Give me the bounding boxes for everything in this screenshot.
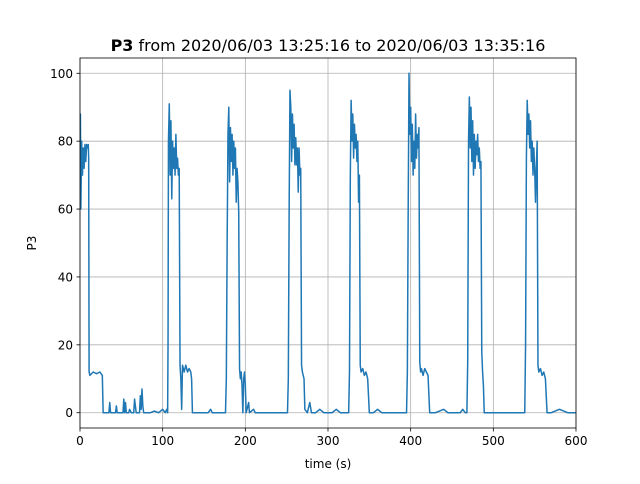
x-tick-label: 500 [482,434,505,448]
x-tick-label: 100 [151,434,174,448]
chart-title-rest: from 2020/06/03 13:25:16 to 2020/06/03 1… [133,36,545,55]
series-group [80,72,576,414]
chart-title: P3 from 2020/06/03 13:25:16 to 2020/06/0… [111,36,546,55]
y-tick-label: 40 [58,270,73,284]
x-axis-label: time (s) [305,457,352,471]
x-tick-label: 0 [76,434,84,448]
y-tick-label: 0 [65,406,73,420]
y-axis-label: P3 [25,236,39,251]
ticks: 0 100 200 300 400 500 600 0 20 40 60 80 100 [50,67,587,448]
x-tick-label: 600 [565,434,588,448]
y-tick-label: 100 [50,67,73,81]
y-tick-label: 60 [58,203,73,217]
chart-title-bold: P3 [111,36,134,55]
series-line-p3 [80,72,576,414]
x-tick-label: 400 [399,434,422,448]
y-tick-label: 20 [58,338,73,352]
grid [79,58,577,428]
x-tick-label: 300 [317,434,340,448]
x-tick-label: 200 [234,434,257,448]
y-tick-label: 80 [58,135,73,149]
